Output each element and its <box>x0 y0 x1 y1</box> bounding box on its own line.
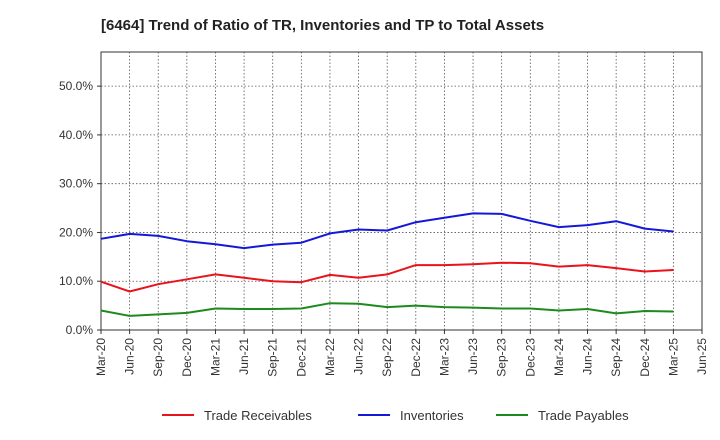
x-tick-label: Dec-22 <box>409 338 423 377</box>
data-point <box>529 220 531 222</box>
data-point <box>529 262 531 264</box>
legend-label-2: Inventories <box>400 408 464 423</box>
data-point <box>157 235 159 237</box>
y-tick-label: 50.0% <box>59 79 93 93</box>
data-point <box>300 242 302 244</box>
data-point <box>300 307 302 310</box>
x-tick-label: Sep-22 <box>380 338 394 377</box>
data-point <box>386 273 388 275</box>
data-point <box>100 238 102 240</box>
data-point <box>672 310 674 313</box>
x-tick-label: Jun-20 <box>123 338 137 375</box>
data-point <box>243 247 245 249</box>
data-point <box>586 224 589 226</box>
data-point <box>357 228 360 231</box>
x-tick-label: Dec-24 <box>638 338 652 377</box>
data-point <box>357 303 360 305</box>
x-tick-label: Mar-22 <box>323 338 337 376</box>
data-point <box>501 307 503 310</box>
data-point <box>214 273 217 275</box>
x-tick-label: Mar-21 <box>208 338 222 376</box>
data-point <box>672 269 674 271</box>
data-point <box>100 281 102 283</box>
data-point <box>329 302 331 304</box>
x-tick-label: Sep-21 <box>266 338 280 377</box>
legend-label-3: Trade Payables <box>538 408 629 423</box>
y-tick-label: 10.0% <box>59 274 93 288</box>
data-point <box>615 267 617 269</box>
y-tick-label: 40.0% <box>59 128 93 142</box>
data-point <box>157 283 159 285</box>
data-point <box>443 217 446 219</box>
data-point <box>472 306 474 309</box>
x-tick-label: Sep-23 <box>495 338 509 377</box>
data-point <box>243 277 245 279</box>
chart-title: [6464] Trend of Ratio of TR, Inventories… <box>101 17 544 34</box>
plot-area: 0.0% 10.0% 20.0% 30.0% 40.0% 50.0% Mar-20 Jun-2… <box>59 51 709 377</box>
data-point <box>615 312 617 315</box>
data-point <box>129 290 131 293</box>
data-point <box>443 264 446 266</box>
data-point <box>644 270 646 273</box>
data-point <box>501 213 503 215</box>
data-point <box>214 307 217 310</box>
data-point <box>472 212 474 215</box>
data-point <box>214 243 217 245</box>
data-point <box>644 310 646 312</box>
x-tick-label: Mar-25 <box>666 338 680 376</box>
data-point <box>558 265 560 268</box>
x-tick-label: Jun-25 <box>695 338 709 375</box>
y-tick-label: 30.0% <box>59 177 93 191</box>
data-point <box>529 307 531 310</box>
data-point <box>272 244 274 246</box>
data-point <box>501 262 503 264</box>
x-tick-label: Jun-24 <box>581 338 595 375</box>
data-point <box>443 306 446 308</box>
x-tick-label: Jun-21 <box>237 338 251 375</box>
data-point <box>615 220 617 222</box>
data-point <box>586 308 589 310</box>
data-point <box>129 233 131 235</box>
data-point <box>644 227 646 230</box>
x-tick-label: Mar-20 <box>94 338 108 376</box>
data-point <box>415 305 417 307</box>
data-point <box>272 308 274 310</box>
data-point <box>415 221 417 223</box>
legend-label-1: Trade Receivables <box>204 408 312 423</box>
data-point <box>357 277 360 279</box>
data-point <box>157 313 159 315</box>
x-tick-label: Sep-24 <box>609 338 623 377</box>
x-tick-label: Jun-23 <box>466 338 480 375</box>
data-point <box>586 264 589 266</box>
data-point <box>329 232 331 235</box>
data-point <box>272 280 274 282</box>
data-point <box>386 229 388 232</box>
x-tick-label: Dec-23 <box>523 338 537 377</box>
data-point <box>472 263 474 265</box>
data-point <box>100 309 102 312</box>
data-point <box>186 312 188 314</box>
data-point <box>129 315 131 317</box>
y-tick-label: 0.0% <box>66 323 94 337</box>
x-tick-label: Dec-20 <box>180 338 194 377</box>
data-point <box>558 309 560 312</box>
data-point <box>329 274 331 276</box>
x-tick-label: Sep-20 <box>151 338 165 377</box>
x-tick-label: Mar-24 <box>552 338 566 376</box>
data-point <box>186 278 188 280</box>
y-tick-label: 20.0% <box>59 225 93 239</box>
data-point <box>558 226 560 228</box>
data-point <box>386 306 388 308</box>
data-point <box>300 281 302 283</box>
x-tick-label: Jun-22 <box>352 338 366 375</box>
x-tick-label: Mar-23 <box>437 338 451 376</box>
legend: Trade Receivables Inventories Trade Payabl… <box>162 408 629 423</box>
data-point <box>186 240 188 242</box>
plot-frame <box>100 51 703 331</box>
data-point <box>415 264 417 266</box>
x-tick-label: Dec-21 <box>294 338 308 377</box>
data-point <box>243 308 245 310</box>
data-point <box>672 230 674 233</box>
